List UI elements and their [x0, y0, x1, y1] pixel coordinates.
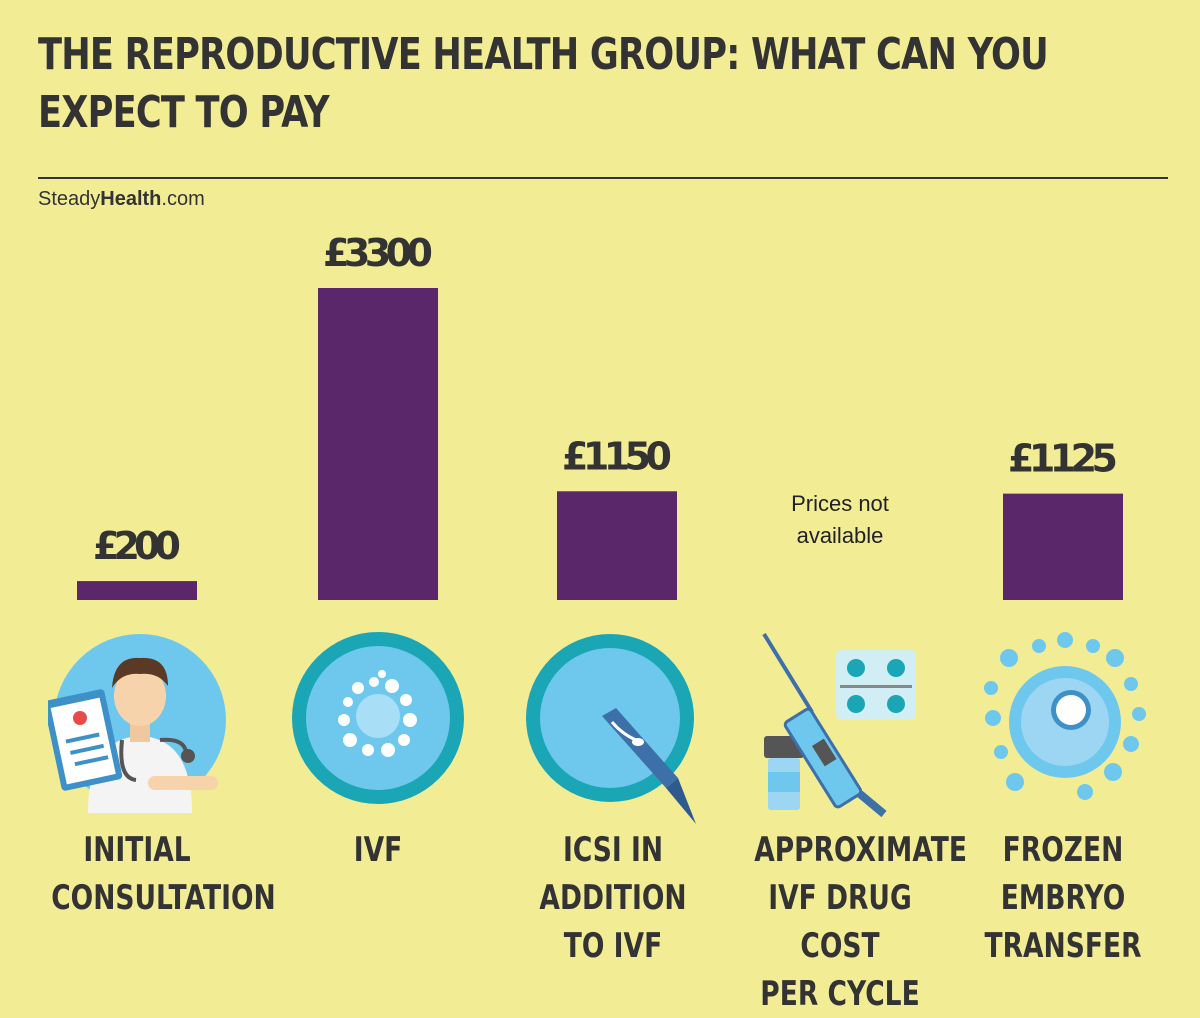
syringe-pills-icon [762, 632, 916, 818]
category-label-frozen-embryo: FROZEN EMBRYO TRANSFER [984, 830, 1142, 966]
icsi-dish-icon [526, 634, 696, 824]
bar-4 [1003, 493, 1123, 600]
value-label-1: £3300 [323, 231, 433, 275]
ivf-dish-icon [292, 632, 464, 804]
page-title: THE REPRODUCTIVE HEALTH GROUP: WHAT CAN … [38, 29, 1049, 138]
bar-0 [77, 581, 197, 600]
category-label-ivf: IVF [353, 830, 403, 870]
category-label-icsi: ICSI IN ADDITION TO IVF [539, 830, 687, 966]
category-label-drug-cost: APPROXIMATE IVF DRUG COST PER CYCLE [754, 830, 968, 1014]
doctor-icon [48, 634, 226, 813]
value-label-4: £1125 [1008, 437, 1118, 481]
brand-logo: SteadyHealth.com [38, 188, 205, 210]
value-label-2: £1150 [562, 434, 672, 478]
bar-1 [318, 288, 438, 600]
frozen-embryo-icon [984, 632, 1146, 800]
value-label-0: £200 [93, 524, 181, 568]
title-divider [38, 177, 1168, 179]
na-note: Prices not available [791, 491, 889, 548]
category-label-initial-consultation: INITIAL CONSULTATION [51, 830, 276, 918]
bar-2 [557, 491, 677, 600]
